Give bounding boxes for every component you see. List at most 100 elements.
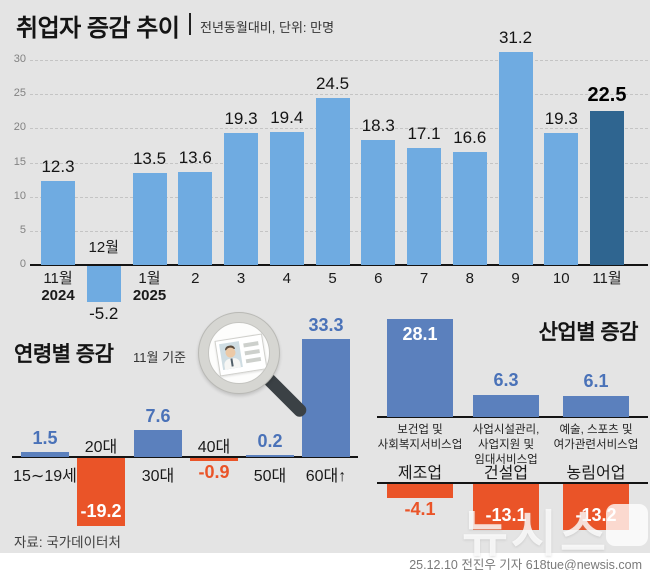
bar (361, 139, 396, 265)
x-axis-line (12, 456, 358, 458)
bar-value-label: 0.2 (257, 431, 283, 451)
bar-category-label: 10 (526, 270, 596, 288)
bar-value-label: -0.9 (198, 462, 230, 483)
month-label-line: 11월 (43, 270, 73, 287)
bar-value-label: 6.3 (493, 369, 519, 390)
id-card-text-line (243, 341, 259, 348)
bar-category-label: 건설업 (483, 465, 529, 482)
bar-value-label: 24.5 (315, 73, 350, 93)
bar (134, 430, 182, 457)
bar-value-label: 17.1 (407, 124, 441, 144)
bar (315, 97, 350, 265)
bar (452, 151, 487, 265)
bar-value-label: 1.5 (32, 427, 58, 448)
bar-value-label: 28.1 (402, 323, 438, 344)
bar-category-label: 11월 (572, 270, 642, 288)
y-gridline (30, 60, 648, 61)
bar (302, 338, 350, 457)
bar-category-label: 보건업 및 사회복지서비스업 (377, 424, 463, 451)
year-label-line: 2025 (132, 286, 167, 304)
bar-value-label: 13.6 (178, 148, 212, 168)
byline-credit: 25.12.10 전진우 기자 618tue@newsis.com (409, 558, 642, 570)
bar-category-label: 사업시설관리, 사업지원 및 임대서비스업 (472, 424, 540, 466)
bar (190, 458, 238, 462)
id-card-text-line (245, 356, 262, 364)
id-card-text-line (244, 349, 260, 356)
bar-category-label: 3 (206, 270, 276, 288)
bar-value-label: -19.2 (80, 501, 122, 522)
bar-value-label: 16.6 (453, 127, 487, 147)
bar-category-label: 농림어업 (566, 465, 626, 482)
month-label-line: 1월 (138, 270, 161, 287)
month-label-line: 11월 (592, 270, 622, 287)
y-tick-label: 5 (19, 223, 26, 236)
monthly-bar-chart: 30 25 20 15 10 5 0 12.3 11월 2024 -5.2 12월 13.5 1월 2025… (13, 28, 648, 323)
bar (224, 133, 258, 265)
bar-value-label: 19.3 (544, 109, 578, 129)
bar-value-label: 7.6 (145, 406, 171, 427)
person-head (224, 346, 237, 359)
x-axis-line (377, 416, 648, 418)
bar-category-label: 4 (252, 270, 322, 288)
data-source-label: 자료: 국가데이터처 (14, 535, 121, 550)
bar-value-label: 13.5 (132, 148, 167, 168)
bar (86, 266, 121, 302)
bar-value-label: -13.1 (485, 504, 527, 525)
bar (563, 395, 629, 417)
bar-value-label: 22.5 (587, 84, 627, 107)
y-tick-label: 20 (13, 121, 26, 134)
bar-value-label: 18.3 (361, 115, 395, 135)
newsis-logo-mark (606, 504, 648, 546)
page-title: 취업자 증감 추이 (16, 15, 180, 42)
y-tick-label: 25 (13, 87, 26, 100)
bar (387, 318, 453, 417)
bar (269, 132, 304, 265)
age-section-title: 연령별 증감 (14, 343, 114, 366)
month-label-line: 8 (465, 270, 474, 287)
bar-value-label: 19.4 (270, 108, 304, 128)
bar-category-label: 12월 (69, 239, 139, 257)
bar-value-label: 19.3 (224, 109, 258, 129)
bar (387, 484, 453, 499)
bar (178, 172, 213, 265)
bar-category-label: 6 (343, 270, 413, 288)
month-label-line: 10 (552, 270, 570, 287)
x-axis-line (377, 482, 648, 484)
month-label-line: 5 (328, 270, 337, 287)
month-label-line: 4 (282, 270, 291, 287)
bar-category-label: 60대↑ (305, 468, 347, 485)
bar (473, 394, 539, 417)
bar (498, 51, 533, 265)
bar-category-label: 8 (435, 270, 505, 288)
bar-category-label: 11월 2024 (23, 270, 93, 305)
month-label-line: 2 (191, 270, 200, 287)
bar-category-label: 7 (389, 270, 459, 288)
bar-category-label: 예술, 스포츠 및 여가관련서비스업 (553, 424, 639, 451)
industry-positive-bar-chart: 28.1 보건업 및 사회복지서비스업 6.3 사업시설관리, 사업지원 및 임대서비… (0, 300, 650, 480)
bar-value-label: 12.3 (41, 156, 75, 176)
title-divider (189, 13, 191, 35)
bar-category-label: 5 (298, 270, 368, 288)
magnifier-lens-icon (208, 322, 270, 384)
bar-value-label: -4.1 (404, 499, 436, 520)
y-gridline (30, 94, 648, 96)
id-card-illustration (214, 333, 268, 377)
bar (407, 148, 441, 265)
bar-value-label: -5.2 (89, 303, 119, 323)
month-label-line: 7 (419, 270, 429, 287)
bar (473, 484, 539, 530)
bar (246, 455, 294, 457)
footer-strip (0, 553, 650, 570)
bar-category-label: 30대 (141, 468, 175, 485)
bar-category-label: 9 (481, 270, 551, 288)
bar (544, 133, 579, 265)
newsis-watermark: 뉴시스 (462, 506, 609, 562)
id-photo (219, 341, 243, 370)
bar-category-label: 40대 (197, 439, 231, 456)
bar (21, 451, 69, 457)
age-section-subtitle: 11월 기준 (133, 350, 186, 365)
bar-category-label: 15∼19세 (13, 468, 77, 485)
y-tick-label: 15 (13, 155, 26, 168)
bar (77, 458, 125, 527)
bar-category-label: 2 (160, 270, 230, 288)
